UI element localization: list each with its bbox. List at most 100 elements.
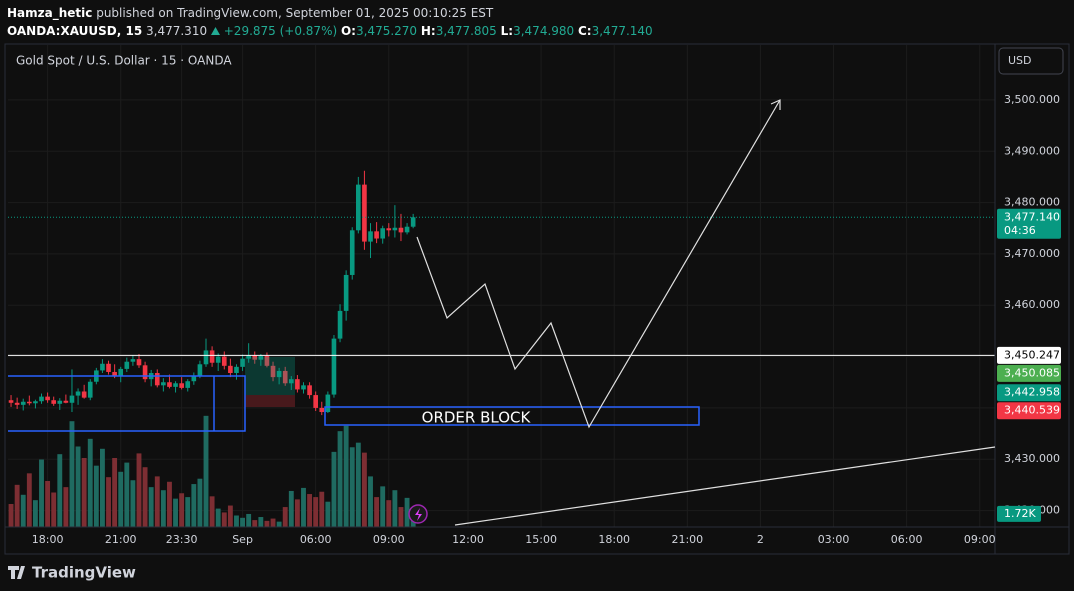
x-tick-label: 12:00 [452, 533, 484, 546]
candle-body [325, 394, 331, 413]
volume-bar [39, 459, 44, 527]
volume-bar [361, 452, 367, 527]
quote-line: OANDA:XAUUSD, 15 3,477.310 +29.875 (+0.8… [7, 22, 653, 40]
x-tick-label: 2 [757, 533, 764, 546]
y-tick-label: 3,430.000 [1004, 452, 1060, 465]
candle-body [252, 355, 258, 360]
candle-body [27, 401, 32, 404]
volume-bar [227, 505, 233, 527]
volume-bar [301, 487, 306, 527]
candle-body [51, 400, 57, 404]
volume-bar [20, 494, 26, 527]
long-position-loss [245, 395, 295, 407]
volume-bar [398, 507, 404, 527]
candle-body [167, 382, 172, 387]
volume-bar [32, 500, 38, 527]
candle-body [106, 363, 111, 372]
x-tick-label: 09:00 [964, 533, 996, 546]
volume-bar [331, 451, 337, 527]
volume-bar [179, 493, 185, 527]
candle-body [8, 400, 14, 403]
candle-body [100, 363, 105, 371]
volume-bar [246, 513, 252, 527]
volume-bar [203, 415, 209, 527]
candle-body [392, 227, 398, 231]
price-label-box [997, 364, 1061, 382]
candle-body [142, 365, 148, 380]
volume-bar [191, 484, 197, 527]
h: 3,477.805 [435, 24, 497, 38]
candle-body [63, 400, 69, 403]
projection-path[interactable] [416, 99, 781, 429]
candle-body [191, 375, 197, 382]
volume-bar [14, 484, 20, 527]
volume-bar [154, 476, 160, 527]
volume-bar [81, 458, 87, 527]
x-tick-label: 06:00 [300, 533, 332, 546]
up-arrow [210, 27, 220, 35]
x-tick-label: 23:30 [166, 533, 198, 546]
volume-bar [325, 501, 331, 527]
x-tick-label: 18:00 [32, 533, 64, 546]
volume-bar [209, 496, 215, 527]
order-block[interactable] [324, 406, 700, 426]
candle-body [288, 379, 294, 384]
candle-body [246, 355, 251, 359]
candle-body [240, 358, 245, 367]
y-tick-label: 3,470.000 [1004, 247, 1060, 260]
candle-body [179, 383, 184, 388]
x-tick-label: 18:00 [598, 533, 630, 546]
candle-body [380, 228, 386, 239]
candle-body [258, 356, 264, 360]
price-label: 3,477.140 [1004, 210, 1060, 223]
c-label: C: [578, 24, 592, 38]
candle-body [368, 231, 373, 242]
candle-body [270, 365, 276, 378]
author[interactable]: Hamza_hetic [7, 6, 93, 20]
x-tick-label: 09:00 [373, 533, 405, 546]
symbol: OANDA:XAUUSD, 15 [7, 24, 143, 38]
currency-button[interactable] [998, 47, 1064, 75]
volume-label: 1.72K [1004, 507, 1036, 520]
chart-frame [4, 43, 1070, 555]
candle-body [173, 383, 178, 387]
zone-box[interactable] [8, 375, 246, 432]
volume-bar [319, 491, 325, 527]
candle-body [20, 401, 26, 405]
volume-bar [69, 421, 75, 527]
volume-bar [404, 497, 410, 527]
x-tick-label: Sep [232, 533, 253, 546]
volume-bar [355, 442, 361, 527]
price-label: 3,450.247 [1004, 348, 1060, 361]
candle-body [276, 370, 282, 378]
volume-bar [26, 473, 32, 527]
price-label: 3,450.085 [1004, 366, 1060, 379]
volume-bar [276, 521, 282, 527]
candle-body [118, 368, 124, 377]
volume-bar [337, 431, 343, 527]
candle-body [234, 366, 239, 374]
h-label: H: [420, 24, 436, 38]
volume-bar [160, 490, 166, 527]
volume-bar [215, 508, 221, 527]
candle-body [410, 217, 416, 227]
candle-body [45, 396, 50, 401]
candle-body [124, 361, 130, 369]
order-block-label: ORDER BLOCK [422, 409, 532, 427]
candle-body [130, 359, 136, 362]
volume-bar [252, 520, 258, 527]
volume-bar [185, 497, 191, 527]
volume-bar [45, 481, 51, 527]
candle-body [87, 381, 93, 398]
candle-body [57, 400, 63, 404]
candle-body [362, 184, 367, 242]
price-label-box [997, 346, 1061, 364]
header: Hamza_hetic published on TradingView.com… [7, 4, 653, 40]
volume-bar [380, 486, 386, 527]
trend-line[interactable] [454, 446, 996, 526]
volume-label-box [997, 505, 1041, 522]
candle-body [221, 356, 227, 366]
volume-bar [112, 458, 118, 527]
price-label: 3,442.958 [1004, 386, 1060, 399]
candle-body [154, 373, 160, 386]
